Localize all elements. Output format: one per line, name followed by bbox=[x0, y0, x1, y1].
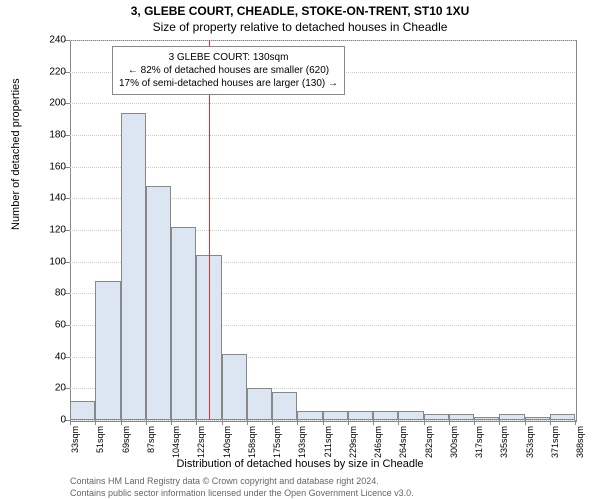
x-tick bbox=[575, 420, 576, 425]
y-tick-label: 80 bbox=[55, 288, 66, 299]
x-tick-label: 33sqm bbox=[70, 426, 80, 466]
histogram-bar bbox=[222, 354, 247, 421]
x-tick-label: 158sqm bbox=[247, 426, 257, 466]
x-tick bbox=[272, 420, 273, 425]
x-tick-label: 229sqm bbox=[348, 426, 358, 466]
y-tick-label: 240 bbox=[49, 35, 66, 46]
x-tick-label: 282sqm bbox=[424, 426, 434, 466]
y-tick-label: 120 bbox=[49, 225, 66, 236]
histogram-bar bbox=[70, 401, 95, 420]
annotation-line: 3 GLEBE COURT: 130sqm bbox=[119, 51, 338, 64]
x-tick-label: 246sqm bbox=[373, 426, 383, 466]
x-tick bbox=[424, 420, 425, 425]
x-tick bbox=[70, 420, 71, 425]
x-tick bbox=[373, 420, 374, 425]
x-tick bbox=[348, 420, 349, 425]
x-tick-label: 317sqm bbox=[474, 426, 484, 466]
x-tick-label: 264sqm bbox=[398, 426, 408, 466]
gridline bbox=[70, 103, 575, 105]
x-tick bbox=[499, 420, 500, 425]
histogram-bar bbox=[474, 417, 499, 420]
annotation-line: 17% of semi-detached houses are larger (… bbox=[119, 77, 338, 90]
y-tick-label: 220 bbox=[49, 66, 66, 77]
chart-title-sub: Size of property relative to detached ho… bbox=[0, 20, 600, 34]
y-tick-label: 160 bbox=[49, 161, 66, 172]
histogram-bar bbox=[424, 414, 449, 420]
histogram-bar bbox=[525, 417, 550, 420]
x-tick bbox=[474, 420, 475, 425]
histogram-bar bbox=[95, 281, 120, 420]
x-tick-label: 87sqm bbox=[146, 426, 156, 466]
x-tick bbox=[323, 420, 324, 425]
x-tick-label: 300sqm bbox=[449, 426, 459, 466]
x-tick bbox=[449, 420, 450, 425]
y-tick-label: 180 bbox=[49, 130, 66, 141]
histogram-bar bbox=[247, 388, 272, 420]
y-tick-label: 140 bbox=[49, 193, 66, 204]
x-tick bbox=[550, 420, 551, 425]
x-tick bbox=[171, 420, 172, 425]
x-tick-label: 353sqm bbox=[525, 426, 535, 466]
x-tick bbox=[297, 420, 298, 425]
y-tick-label: 100 bbox=[49, 256, 66, 267]
x-tick-label: 175sqm bbox=[272, 426, 282, 466]
x-tick-label: 193sqm bbox=[297, 426, 307, 466]
y-tick-label: 60 bbox=[55, 320, 66, 331]
histogram-bar bbox=[398, 411, 423, 421]
reference-line bbox=[209, 40, 210, 420]
chart-title-main: 3, GLEBE COURT, CHEADLE, STOKE-ON-TRENT,… bbox=[0, 4, 600, 18]
y-tick-label: 40 bbox=[55, 351, 66, 362]
x-tick bbox=[146, 420, 147, 425]
x-tick bbox=[121, 420, 122, 425]
x-tick-label: 140sqm bbox=[222, 426, 232, 466]
x-tick-label: 104sqm bbox=[171, 426, 181, 466]
x-tick bbox=[525, 420, 526, 425]
annotation-line: ← 82% of detached houses are smaller (62… bbox=[119, 64, 338, 77]
y-tick-label: 20 bbox=[55, 383, 66, 394]
histogram-bar bbox=[550, 414, 575, 420]
x-tick bbox=[95, 420, 96, 425]
histogram-bar bbox=[171, 227, 196, 420]
histogram-bar bbox=[297, 411, 322, 421]
x-tick bbox=[398, 420, 399, 425]
histogram-bar bbox=[373, 411, 398, 421]
x-tick-label: 388sqm bbox=[575, 426, 585, 466]
x-tick-label: 371sqm bbox=[550, 426, 560, 466]
histogram-bar bbox=[348, 411, 373, 421]
x-tick-label: 122sqm bbox=[196, 426, 206, 466]
gridline bbox=[70, 167, 575, 169]
y-tick-label: 200 bbox=[49, 98, 66, 109]
x-tick-label: 211sqm bbox=[323, 426, 333, 466]
x-tick bbox=[222, 420, 223, 425]
histogram-bar bbox=[449, 414, 474, 420]
footer-copyright-1: Contains HM Land Registry data © Crown c… bbox=[70, 476, 379, 486]
histogram-bar bbox=[499, 414, 524, 420]
x-tick-label: 51sqm bbox=[95, 426, 105, 466]
histogram-bar bbox=[146, 186, 171, 420]
histogram-bar bbox=[272, 392, 297, 421]
gridline bbox=[70, 135, 575, 137]
y-tick-label: 0 bbox=[60, 415, 66, 426]
x-tick-label: 69sqm bbox=[121, 426, 131, 466]
histogram-bar bbox=[323, 411, 348, 421]
histogram-bar bbox=[121, 113, 146, 420]
gridline bbox=[70, 40, 575, 42]
x-tick-label: 335sqm bbox=[499, 426, 509, 466]
x-tick bbox=[247, 420, 248, 425]
y-axis-label: Number of detached properties bbox=[10, 78, 22, 230]
footer-copyright-2: Contains public sector information licen… bbox=[70, 488, 414, 498]
annotation-box: 3 GLEBE COURT: 130sqm← 82% of detached h… bbox=[112, 46, 345, 95]
x-tick bbox=[196, 420, 197, 425]
